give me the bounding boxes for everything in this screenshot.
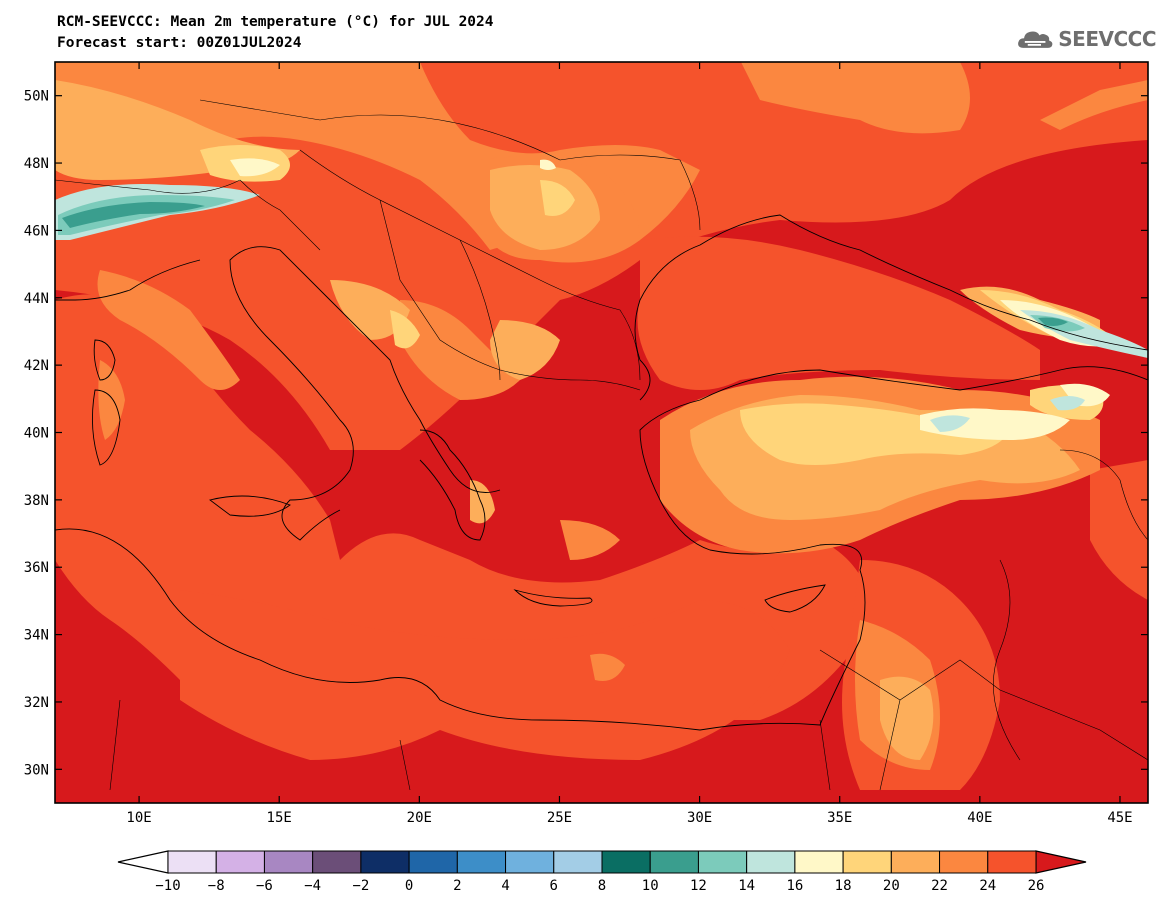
latitude-axis: 50N 48N 46N 44N 42N 40N 38N 36N 34N 32N 30N (24, 89, 1148, 778)
cloud-logo-icon (1018, 31, 1053, 48)
colorbar-label: 6 (550, 878, 558, 894)
colorbar-label: 0 (405, 878, 413, 894)
colorbar-swatch (601, 850, 651, 874)
colorbar-label: 16 (786, 878, 803, 894)
colorbar-label: 4 (501, 878, 509, 894)
lon-tick-label: 35E (827, 810, 852, 826)
colorbar-label: −6 (256, 878, 273, 894)
colorbar-label: 14 (738, 878, 755, 894)
colorbar-label: −4 (304, 878, 321, 894)
colorbar-swatch (167, 850, 217, 874)
colorbar-swatch (456, 850, 507, 874)
lat-tick-label: 36N (24, 560, 49, 576)
lat-tick-label: 46N (24, 223, 49, 239)
colorbar-label: 18 (835, 878, 852, 894)
colorbar-low-arrow (117, 850, 169, 874)
lat-tick-label: 44N (24, 291, 49, 307)
colorbar-swatch (553, 850, 603, 874)
lat-tick-label: 40N (24, 426, 49, 442)
colorbar-label: 22 (931, 878, 948, 894)
colorbar-swatch (939, 850, 989, 874)
lat-tick-label: 50N (24, 89, 49, 105)
colorbar-swatch (360, 850, 410, 874)
colorbar-swatch (890, 850, 941, 874)
coastlines (55, 214, 1148, 731)
lon-tick-label: 20E (407, 810, 432, 826)
lon-tick-label: 40E (967, 810, 992, 826)
seevccc-logo: SEEVCCC (1016, 22, 1156, 56)
colorbar-label: 20 (883, 878, 900, 894)
lat-tick-label: 38N (24, 493, 49, 509)
lat-tick-label: 48N (24, 156, 49, 172)
colorbar-label: −8 (208, 878, 225, 894)
colorbar-label: −2 (352, 878, 369, 894)
colorbar-swatch (505, 850, 555, 874)
colorbar-label: 10 (642, 878, 659, 894)
lon-tick-label: 15E (267, 810, 292, 826)
country-borders (55, 99, 1148, 791)
colorbar-swatch (408, 850, 458, 874)
lat-tick-label: 34N (24, 628, 49, 644)
colorbar-label: 12 (690, 878, 707, 894)
lat-tick-label: 30N (24, 762, 49, 778)
longitude-axis: 10E 15E 20E 25E 30E 35E 40E 45E (126, 62, 1133, 826)
colorbar-swatch (746, 850, 796, 874)
colorbar-label: 2 (453, 878, 461, 894)
temperature-colorbar: −10 −8 −6 −4 −2 0 2 4 6 8 10 12 14 16 18 20 22 24 26 (117, 850, 1087, 894)
colorbar-swatch (842, 850, 892, 874)
lon-tick-label: 30E (687, 810, 712, 826)
lon-tick-label: 10E (126, 810, 151, 826)
colorbar-swatch (215, 850, 265, 874)
logo-text: SEEVCCC (1058, 27, 1156, 51)
colorbar-label: 8 (598, 878, 606, 894)
colorbar-high-arrow (1035, 850, 1087, 874)
map-title: RCM-SEEVCCC: Mean 2m temperature (°C) fo… (57, 14, 494, 30)
lat-tick-label: 32N (24, 695, 49, 711)
colorbar-swatch (649, 850, 699, 874)
colorbar-label: 26 (1028, 878, 1045, 894)
lat-tick-label: 42N (24, 358, 49, 374)
lon-tick-label: 45E (1107, 810, 1132, 826)
colorbar-swatch (987, 850, 1037, 874)
forecast-start-label: Forecast start: 00Z01JUL2024 (57, 35, 302, 51)
temperature-field (55, 62, 1148, 803)
lon-tick-label: 25E (547, 810, 572, 826)
colorbar-swatch (312, 850, 362, 874)
colorbar-swatch (794, 850, 844, 874)
colorbar-label: 24 (979, 878, 996, 894)
colorbar-swatch (697, 850, 748, 874)
colorbar-label: −10 (155, 878, 180, 894)
colorbar-swatch (263, 850, 314, 874)
